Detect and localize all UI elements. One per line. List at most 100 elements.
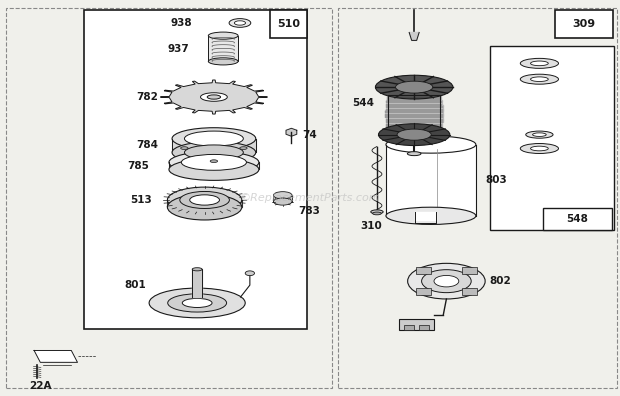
Text: 513: 513 [130, 195, 152, 205]
Bar [399, 319, 434, 330]
Ellipse shape [172, 128, 255, 149]
Polygon shape [192, 269, 202, 297]
Text: 22A: 22A [29, 381, 51, 391]
Bar [419, 325, 429, 330]
Text: 784: 784 [136, 139, 158, 150]
Ellipse shape [234, 21, 246, 25]
Text: 310: 310 [360, 221, 382, 230]
Bar [273, 195, 292, 202]
Ellipse shape [408, 263, 485, 299]
Bar [462, 288, 477, 295]
Polygon shape [386, 115, 443, 117]
Text: 937: 937 [167, 44, 189, 53]
Text: 802: 802 [490, 276, 511, 286]
Ellipse shape [169, 158, 259, 181]
Polygon shape [386, 125, 442, 127]
Ellipse shape [208, 58, 238, 65]
Polygon shape [167, 200, 242, 207]
Bar [270, 10, 307, 38]
Ellipse shape [210, 160, 218, 162]
Ellipse shape [167, 294, 227, 312]
Polygon shape [386, 110, 443, 112]
Ellipse shape [273, 198, 292, 205]
Text: 544: 544 [352, 98, 374, 108]
Ellipse shape [167, 194, 242, 220]
Ellipse shape [207, 95, 221, 99]
Ellipse shape [434, 276, 459, 287]
Ellipse shape [181, 154, 246, 170]
Ellipse shape [531, 61, 548, 66]
Text: 785: 785 [127, 161, 149, 171]
Polygon shape [387, 128, 441, 130]
Polygon shape [34, 350, 78, 362]
Polygon shape [172, 139, 255, 152]
Ellipse shape [407, 152, 421, 156]
Bar [6, 8, 332, 388]
Ellipse shape [240, 147, 247, 149]
Bar [84, 10, 307, 329]
Ellipse shape [526, 131, 553, 138]
Polygon shape [386, 123, 442, 125]
Text: 309: 309 [572, 19, 595, 29]
Text: 548: 548 [566, 213, 588, 224]
Text: 938: 938 [170, 18, 192, 28]
Bar [490, 46, 614, 230]
Ellipse shape [182, 299, 212, 307]
Ellipse shape [396, 81, 433, 93]
Text: 74: 74 [303, 129, 317, 140]
Text: 782: 782 [136, 92, 158, 102]
Polygon shape [409, 32, 419, 40]
Ellipse shape [185, 145, 243, 160]
Polygon shape [286, 128, 297, 136]
Ellipse shape [520, 58, 559, 69]
Bar [208, 36, 238, 61]
Ellipse shape [190, 195, 219, 205]
Ellipse shape [246, 271, 255, 276]
Bar [416, 288, 431, 295]
Ellipse shape [169, 152, 259, 173]
Ellipse shape [386, 136, 476, 153]
Polygon shape [388, 133, 440, 135]
Ellipse shape [531, 146, 548, 151]
Text: 801: 801 [124, 280, 146, 290]
Ellipse shape [422, 270, 471, 293]
Ellipse shape [180, 147, 188, 149]
Polygon shape [386, 118, 443, 120]
Text: 510: 510 [277, 19, 300, 29]
Bar [404, 325, 414, 330]
Ellipse shape [386, 207, 476, 225]
Ellipse shape [533, 133, 546, 136]
Ellipse shape [185, 131, 243, 146]
Polygon shape [169, 162, 259, 169]
Ellipse shape [229, 19, 250, 27]
Polygon shape [388, 130, 441, 132]
Ellipse shape [208, 32, 238, 39]
Polygon shape [386, 105, 443, 107]
Text: ©ReplacementParts.com: ©ReplacementParts.com [240, 193, 380, 203]
Ellipse shape [273, 192, 292, 199]
Ellipse shape [200, 93, 228, 101]
Bar [542, 208, 612, 230]
Ellipse shape [531, 77, 548, 82]
Polygon shape [415, 212, 436, 220]
Ellipse shape [520, 143, 559, 154]
Ellipse shape [192, 268, 202, 271]
Polygon shape [386, 103, 442, 105]
Polygon shape [386, 145, 476, 216]
Ellipse shape [167, 187, 242, 213]
Bar [462, 267, 477, 274]
Polygon shape [388, 95, 441, 97]
Ellipse shape [397, 129, 432, 140]
Polygon shape [386, 113, 443, 115]
Ellipse shape [371, 210, 383, 214]
Ellipse shape [172, 141, 255, 163]
Polygon shape [386, 101, 442, 103]
Bar [416, 267, 431, 274]
Text: 803: 803 [485, 175, 507, 185]
Ellipse shape [180, 191, 229, 208]
Ellipse shape [520, 74, 559, 84]
Ellipse shape [378, 124, 450, 146]
Ellipse shape [149, 288, 245, 318]
Polygon shape [161, 80, 267, 114]
Polygon shape [386, 108, 443, 110]
